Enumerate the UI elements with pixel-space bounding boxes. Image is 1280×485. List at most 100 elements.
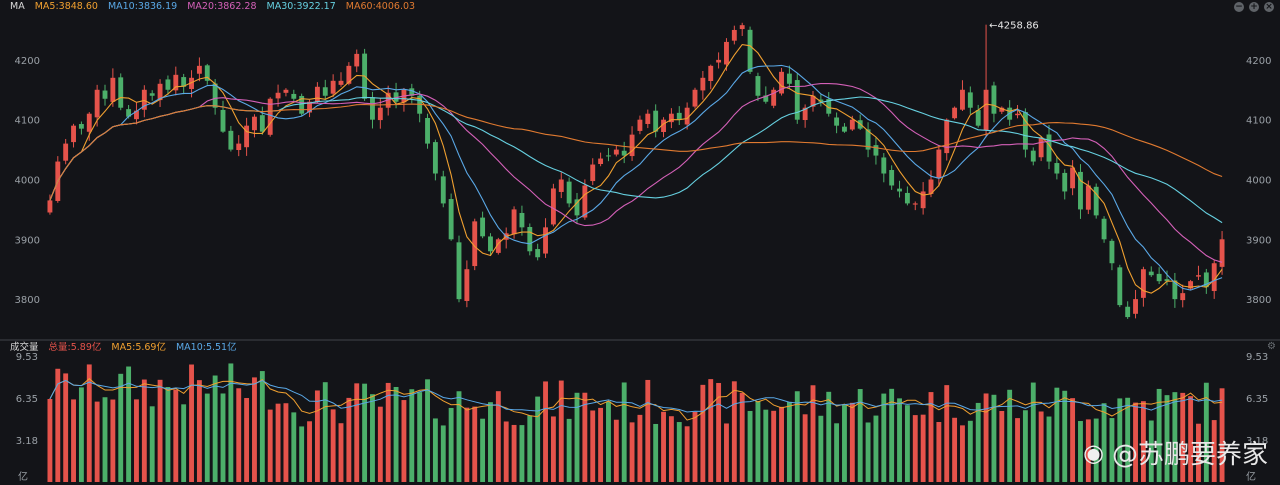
- candle-body: [495, 239, 501, 253]
- volume-bar: [409, 389, 415, 482]
- candle-body: [173, 74, 179, 91]
- volume-bar: [826, 391, 832, 482]
- candle-body: [849, 119, 855, 130]
- candle-body: [834, 117, 840, 126]
- volume-bar: [299, 426, 305, 482]
- volume-bar: [212, 375, 218, 482]
- volume-bar: [118, 373, 124, 482]
- candle-body: [763, 95, 769, 102]
- candle-body: [928, 179, 934, 194]
- candle-body: [1046, 134, 1052, 162]
- volume-bar: [370, 394, 375, 482]
- candle-body: [897, 188, 902, 192]
- candle-body: [283, 89, 289, 93]
- candle-body: [1125, 306, 1131, 318]
- candle-body: [747, 29, 753, 72]
- volume-bar: [1180, 392, 1186, 482]
- close-icon[interactable]: ×: [1264, 2, 1274, 12]
- candle-body: [252, 116, 257, 131]
- volume-ma10: MA10:5.51亿: [175, 342, 237, 353]
- volume-bar: [975, 402, 981, 482]
- volume-bar: [661, 411, 666, 482]
- volume-bar: [503, 421, 509, 482]
- volume-bar: [1164, 395, 1170, 482]
- ma10-value: MA10:3836.19: [107, 1, 178, 12]
- volume-bar: [558, 380, 564, 482]
- volume-bar: [952, 417, 958, 482]
- candle-body: [181, 77, 187, 87]
- candle-body: [1164, 279, 1170, 282]
- volume-bar: [1038, 411, 1044, 482]
- volume-bar: [495, 391, 501, 482]
- volume-bar: [236, 388, 242, 482]
- volume-bar: [1046, 416, 1052, 482]
- ma10-line: [49, 64, 1223, 291]
- watermark-text: @苏鹏要养家: [1111, 440, 1268, 470]
- volume-bar: [1062, 390, 1068, 482]
- candle-body: [370, 97, 375, 120]
- candle-body: [94, 89, 100, 118]
- candle-body: [1219, 239, 1225, 267]
- volume-bar: [267, 409, 273, 482]
- price-tick-label-left: 4200: [15, 56, 40, 67]
- candle-body: [196, 65, 202, 74]
- candle-body: [818, 99, 824, 102]
- ma5-value: MA5:3848.60: [34, 1, 98, 12]
- candle-body: [1196, 275, 1201, 277]
- candle-body: [1093, 186, 1099, 216]
- candle-body: [661, 119, 666, 133]
- candle-body: [794, 80, 800, 120]
- price-tick-label-right: 4200: [1246, 56, 1271, 67]
- candle-body: [78, 124, 84, 129]
- volume-bar: [543, 381, 548, 482]
- watermark: ◉ @苏鹏要养家: [1083, 434, 1268, 471]
- volume-bar: [425, 379, 430, 482]
- ma20-line: [49, 83, 1223, 263]
- candle-body: [786, 73, 792, 84]
- candle-body: [582, 185, 588, 218]
- volume-bar: [86, 364, 92, 482]
- volume-bar: [157, 379, 163, 482]
- volume-bar: [110, 399, 116, 482]
- candle-body: [126, 109, 132, 117]
- settings-gear-icon[interactable]: ⚙: [1267, 341, 1276, 352]
- volume-bar: [220, 393, 226, 482]
- volume-bar: [1109, 418, 1115, 482]
- volume-bar: [393, 386, 399, 482]
- volume-bar: [731, 381, 737, 482]
- candle-body: [299, 95, 305, 114]
- volume-bar: [519, 425, 525, 482]
- volume-bar: [1219, 388, 1225, 482]
- volume-bar: [1085, 419, 1091, 482]
- candle-body: [149, 93, 155, 96]
- volume-bar: [763, 409, 769, 482]
- volume-tick-label-right: 3.18: [1246, 436, 1268, 447]
- volume-bar: [967, 420, 973, 482]
- candle-body: [653, 110, 659, 132]
- volume-bar: [283, 403, 289, 482]
- candle-body: [724, 41, 729, 65]
- candle-body: [71, 125, 76, 143]
- volume-bar: [1078, 421, 1083, 482]
- volume-tick-label-right: 亿: [1246, 470, 1256, 483]
- candle-body: [393, 92, 399, 102]
- volume-tick-label-left: 9.53: [16, 352, 38, 363]
- candle-body: [228, 130, 234, 150]
- volume-tick-label-left: 6.35: [16, 394, 38, 405]
- candle-body: [645, 113, 651, 124]
- volume-bar: [936, 421, 942, 482]
- volume-bar: [1117, 398, 1123, 482]
- candle-body: [991, 85, 997, 114]
- candle-body: [307, 101, 312, 113]
- volume-tick-label-right: 6.35: [1246, 394, 1268, 405]
- candle-body: [425, 117, 430, 144]
- volume-bar: [621, 382, 627, 482]
- volume-bar: [771, 410, 777, 482]
- add-icon[interactable]: +: [1249, 2, 1259, 12]
- volume-bar: [1030, 382, 1036, 482]
- candle-body: [629, 134, 635, 157]
- ma5-line: [49, 44, 1223, 294]
- candle-body: [464, 269, 470, 301]
- minimize-icon[interactable]: −: [1234, 2, 1244, 12]
- volume-bar: [448, 407, 454, 482]
